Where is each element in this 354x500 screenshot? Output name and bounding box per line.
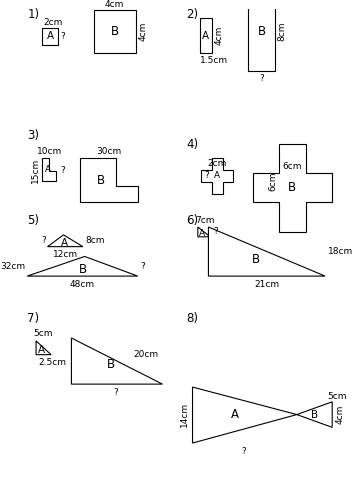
Bar xyxy=(248,0,275,71)
Bar xyxy=(200,18,212,53)
Text: 3): 3) xyxy=(27,128,39,141)
Text: 8cm: 8cm xyxy=(86,236,105,246)
Polygon shape xyxy=(36,341,51,354)
Polygon shape xyxy=(193,387,297,443)
Polygon shape xyxy=(27,256,138,276)
Text: A: A xyxy=(231,408,239,421)
Text: 32cm: 32cm xyxy=(0,262,25,271)
Text: A: A xyxy=(38,345,45,355)
Text: 8): 8) xyxy=(186,312,198,325)
Text: ?: ? xyxy=(241,447,246,456)
Text: ?: ? xyxy=(60,166,65,174)
Text: 8cm: 8cm xyxy=(278,22,286,42)
Text: B: B xyxy=(107,358,115,371)
Text: 5cm: 5cm xyxy=(327,392,346,401)
Text: 12cm: 12cm xyxy=(53,250,78,258)
Text: A: A xyxy=(202,30,209,40)
Text: 7): 7) xyxy=(27,312,39,325)
Text: 4cm: 4cm xyxy=(215,26,224,45)
Text: ?: ? xyxy=(259,74,264,83)
Text: 2.5cm: 2.5cm xyxy=(39,358,67,366)
Text: 4cm: 4cm xyxy=(139,22,148,42)
Text: 4cm: 4cm xyxy=(105,0,124,9)
Text: 5): 5) xyxy=(27,214,39,227)
Text: A: A xyxy=(61,238,68,248)
Text: ?: ? xyxy=(141,262,145,271)
Polygon shape xyxy=(198,227,210,237)
Text: A: A xyxy=(214,172,220,180)
Text: A: A xyxy=(45,165,51,174)
Text: 14cm: 14cm xyxy=(180,402,189,427)
Text: ?: ? xyxy=(113,388,118,397)
Text: 10cm: 10cm xyxy=(37,148,62,156)
Text: 30cm: 30cm xyxy=(96,148,121,156)
Polygon shape xyxy=(72,338,162,384)
Text: 48cm: 48cm xyxy=(69,280,95,289)
Text: B: B xyxy=(289,181,296,194)
Text: B: B xyxy=(97,174,105,188)
Text: ?: ? xyxy=(205,172,209,180)
Text: 4): 4) xyxy=(186,138,199,151)
Text: 2cm: 2cm xyxy=(207,159,227,168)
Text: 2cm: 2cm xyxy=(43,18,63,26)
Text: B: B xyxy=(111,25,119,38)
Polygon shape xyxy=(42,158,56,181)
Polygon shape xyxy=(253,144,332,232)
Text: 7cm: 7cm xyxy=(195,216,215,225)
Text: 6): 6) xyxy=(186,214,199,227)
Polygon shape xyxy=(209,227,325,276)
Text: B: B xyxy=(257,25,266,38)
Text: 5cm: 5cm xyxy=(33,329,53,338)
Text: 4cm: 4cm xyxy=(336,405,345,424)
Polygon shape xyxy=(297,402,332,427)
Polygon shape xyxy=(47,235,83,246)
Bar xyxy=(93,10,136,53)
Text: 21cm: 21cm xyxy=(254,280,279,289)
Text: 20cm: 20cm xyxy=(133,350,159,359)
Text: B: B xyxy=(252,253,260,266)
Text: A: A xyxy=(199,229,205,238)
Text: 1.5cm: 1.5cm xyxy=(200,56,228,65)
Text: 6cm: 6cm xyxy=(268,171,278,190)
Text: ?: ? xyxy=(213,228,218,236)
Text: ?: ? xyxy=(60,32,65,41)
Text: 15cm: 15cm xyxy=(30,158,40,182)
Text: 1): 1) xyxy=(27,8,39,21)
Text: 6cm: 6cm xyxy=(282,162,302,171)
Bar xyxy=(42,28,58,46)
Text: B: B xyxy=(79,263,87,276)
Polygon shape xyxy=(201,158,233,194)
Text: B: B xyxy=(311,410,318,420)
Polygon shape xyxy=(80,158,138,202)
Text: 18cm: 18cm xyxy=(328,247,353,256)
Text: A: A xyxy=(47,32,54,42)
Text: 2): 2) xyxy=(186,8,199,21)
Text: ?: ? xyxy=(41,236,46,246)
